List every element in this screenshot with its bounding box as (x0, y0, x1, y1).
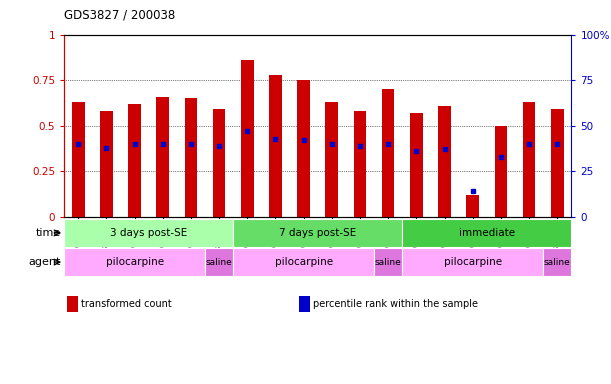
Bar (543, 248, 571, 276)
Text: saline: saline (206, 258, 233, 266)
Bar (64, 248, 205, 276)
Bar (185, 98, 197, 217)
Text: GDS3827 / 200038: GDS3827 / 200038 (64, 8, 175, 21)
Bar (64, 219, 233, 247)
Text: saline: saline (544, 258, 571, 266)
Bar (269, 75, 282, 217)
Bar (100, 111, 113, 217)
Bar (205, 248, 233, 276)
Bar (402, 219, 571, 247)
Bar (382, 89, 395, 217)
Bar (410, 113, 423, 217)
Bar (213, 109, 225, 217)
Text: percentile rank within the sample: percentile rank within the sample (313, 299, 478, 309)
Bar (128, 104, 141, 217)
Bar (241, 60, 254, 217)
Bar (354, 111, 367, 217)
Bar (374, 248, 402, 276)
Text: 7 days post-SE: 7 days post-SE (279, 228, 356, 238)
Text: transformed count: transformed count (81, 299, 172, 309)
Text: saline: saline (375, 258, 401, 266)
Text: time: time (36, 228, 61, 238)
Bar (438, 106, 451, 217)
Text: 3 days post-SE: 3 days post-SE (110, 228, 188, 238)
Bar (402, 248, 543, 276)
Bar (522, 102, 535, 217)
Bar (494, 126, 507, 217)
Bar (72, 102, 84, 217)
Text: agent: agent (29, 257, 61, 267)
Bar (326, 102, 338, 217)
Text: immediate: immediate (459, 228, 515, 238)
Bar (466, 195, 479, 217)
Bar (156, 97, 169, 217)
Text: pilocarpine: pilocarpine (444, 257, 502, 267)
Bar (233, 248, 374, 276)
Text: pilocarpine: pilocarpine (274, 257, 333, 267)
Bar (551, 109, 563, 217)
Bar (233, 219, 402, 247)
Bar (298, 80, 310, 217)
Text: pilocarpine: pilocarpine (106, 257, 164, 267)
